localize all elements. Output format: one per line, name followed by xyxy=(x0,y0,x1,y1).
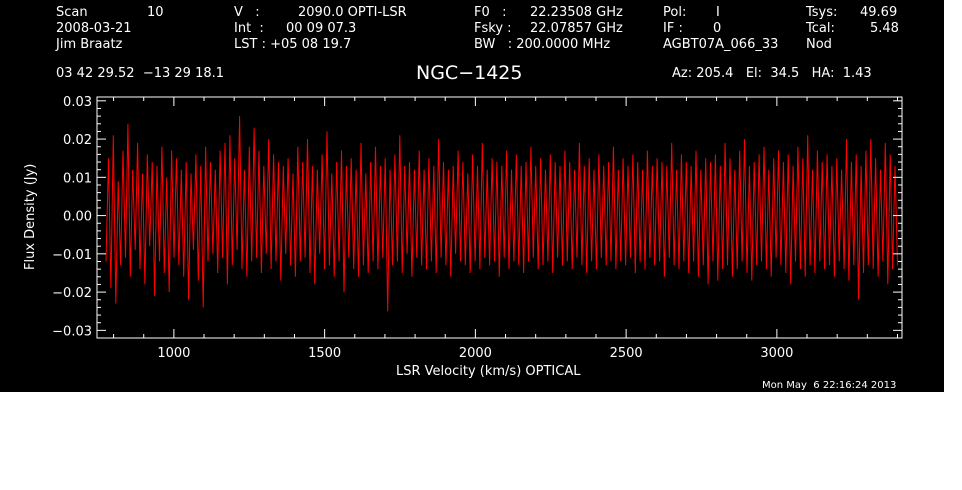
bandwidth-readout: BW : 200.0000 MHz xyxy=(474,37,611,52)
plot-timestamp: Mon May 6 22:16:24 2013 xyxy=(762,380,897,391)
integration-value: 00 09 07.3 xyxy=(286,21,357,36)
f0-value: 22.23508 GHz xyxy=(530,5,623,20)
project-id: AGBT07A_066_33 xyxy=(663,37,779,52)
series-layer xyxy=(105,116,898,312)
y-tick-label: 0.03 xyxy=(63,95,92,110)
velocity-value: 2090.0 OPTI-LSR xyxy=(298,5,407,20)
observer-name: Jim Braatz xyxy=(56,37,123,52)
velocity-label: V : xyxy=(234,5,260,20)
x-tick-label: 2000 xyxy=(459,346,492,361)
procedure-name: Nod xyxy=(806,37,832,52)
axis-layer: 1000 1500 2000 2500 3000 −0.03 −0.02 −0.01 0.00 0… xyxy=(52,95,902,361)
integration-label: Int : xyxy=(234,21,264,36)
y-tick-label: −0.01 xyxy=(52,248,92,263)
y-tick-label: 0.01 xyxy=(63,171,92,186)
tsys-value: 49.69 xyxy=(860,5,898,20)
plot-frame xyxy=(96,96,903,339)
y-tick-label: −0.03 xyxy=(52,324,92,339)
x-tick-label: 3000 xyxy=(760,346,793,361)
if-value: 0 xyxy=(713,21,722,36)
scan-label: Scan xyxy=(56,5,88,20)
lst-readout: LST : +05 08 19.7 xyxy=(234,37,352,52)
x-axis-label: LSR Velocity (km/s) OPTICAL xyxy=(396,364,581,379)
x-tick-label: 2500 xyxy=(610,346,643,361)
tsys-label: Tsys: xyxy=(806,5,838,20)
fsky-label: Fsky : xyxy=(474,21,512,36)
pol-value: I xyxy=(716,5,720,20)
x-tick-label: 1500 xyxy=(308,346,341,361)
f0-label: F0 : xyxy=(474,5,507,20)
observation-date: 2008-03-21 xyxy=(56,21,132,36)
scan-value: 10 xyxy=(147,5,164,20)
y-tick-label: 0.02 xyxy=(63,133,92,148)
y-tick-label: 0.00 xyxy=(63,210,92,225)
spectrum-chart: 1000 1500 2000 2500 3000 −0.03 −0.02 −0.01 0.00 0… xyxy=(52,95,903,361)
if-label: IF : xyxy=(663,21,683,36)
y-tick-label: −0.02 xyxy=(52,286,92,301)
pol-label: Pol: xyxy=(663,5,687,20)
tcal-value: 5.48 xyxy=(870,21,899,36)
az-el-ha-readout: Az: 205.4 El: 34.5 HA: 1.43 xyxy=(672,66,872,81)
source-title: NGC−1425 xyxy=(416,62,523,84)
flux-series-line xyxy=(105,116,898,312)
x-tick-label: 1000 xyxy=(157,346,190,361)
fsky-value: 22.07857 GHz xyxy=(530,21,623,36)
source-coordinates: 03 42 29.52 −13 29 18.1 xyxy=(56,66,225,81)
tcal-label: Tcal: xyxy=(806,21,835,36)
